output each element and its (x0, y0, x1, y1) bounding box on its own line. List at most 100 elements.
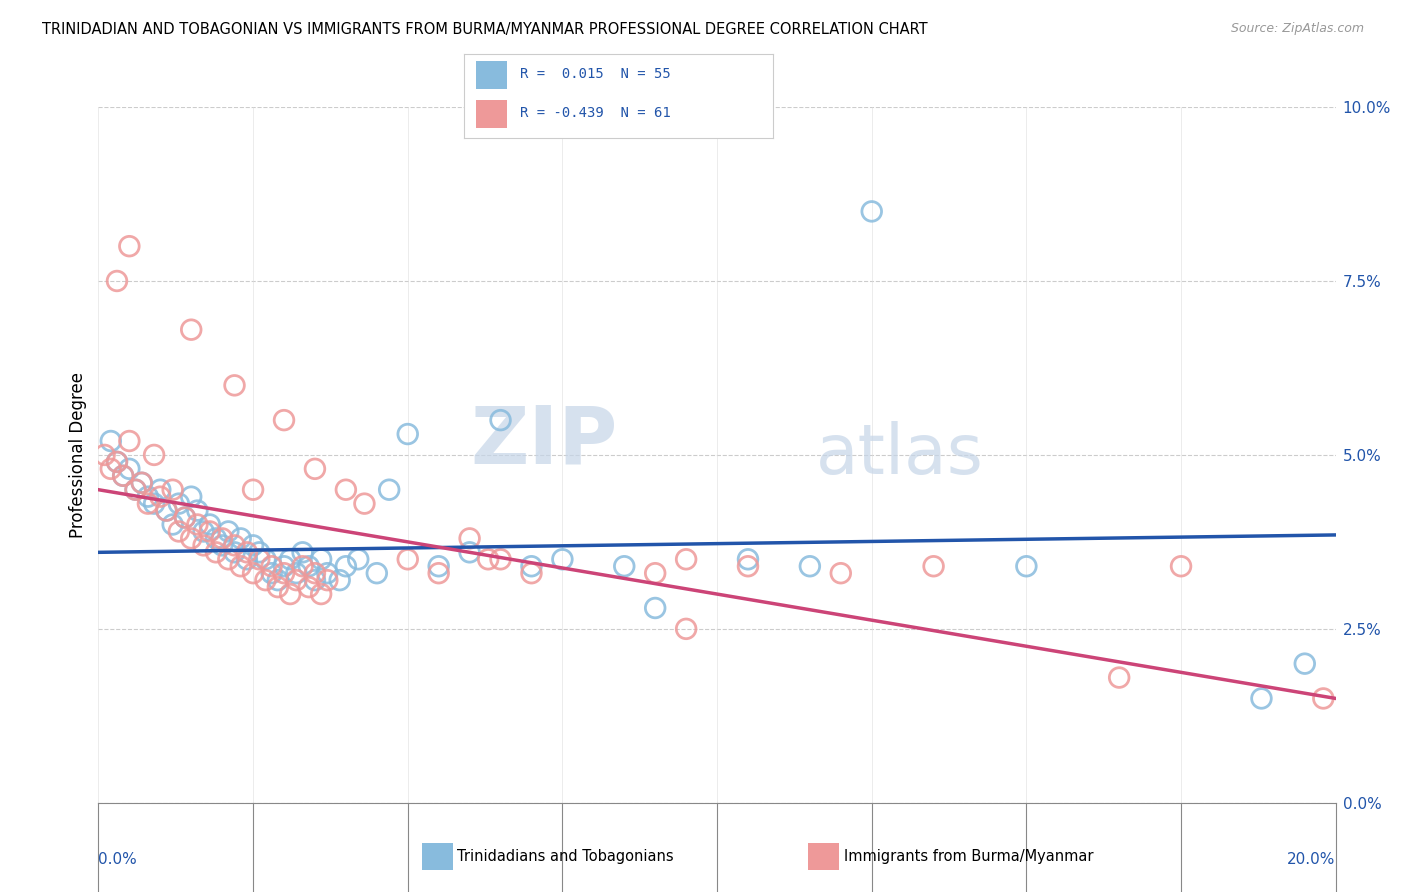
Point (458, 545, 481, 559)
Point (267, 573, 290, 587)
Point (922, 559, 945, 574)
Point (247, 552, 270, 566)
Point (316, 566, 339, 581)
Point (260, 566, 283, 581)
Point (285, 566, 308, 581)
Point (105, 455, 128, 469)
Point (198, 517, 221, 532)
Y-axis label: Professional Degree: Professional Degree (69, 372, 87, 538)
Point (100, 462, 122, 476)
Point (860, 204, 883, 219)
Point (1312, 691, 1334, 706)
Point (427, 559, 450, 574)
Text: 0.0%: 0.0% (98, 852, 138, 866)
Point (335, 483, 357, 497)
Point (229, 532, 252, 546)
Text: Trinidadians and Tobagonians: Trinidadians and Tobagonians (457, 849, 673, 863)
Point (520, 566, 543, 581)
Point (675, 622, 697, 636)
Point (1170, 559, 1192, 574)
Point (155, 503, 177, 517)
Point (167, 497, 190, 511)
Point (180, 323, 202, 337)
Point (242, 538, 264, 552)
Point (1015, 559, 1038, 574)
Point (143, 448, 166, 462)
Point (799, 559, 821, 574)
Point (396, 552, 419, 566)
Point (1294, 657, 1316, 671)
Point (273, 413, 295, 427)
Point (1250, 691, 1272, 706)
Point (613, 559, 636, 574)
Text: atlas: atlas (815, 421, 984, 489)
Point (217, 552, 239, 566)
Point (131, 475, 153, 490)
Point (211, 532, 233, 546)
Point (298, 580, 321, 594)
Point (112, 468, 135, 483)
Point (131, 475, 153, 490)
Point (236, 545, 259, 559)
Point (167, 524, 190, 539)
Point (675, 552, 697, 566)
Point (224, 545, 246, 559)
Text: Source: ZipAtlas.com: Source: ZipAtlas.com (1230, 22, 1364, 36)
Point (254, 573, 277, 587)
FancyBboxPatch shape (477, 62, 508, 89)
Point (273, 566, 295, 581)
Point (118, 462, 141, 476)
Point (477, 552, 499, 566)
Point (136, 497, 159, 511)
Point (291, 545, 314, 559)
Point (205, 532, 228, 546)
Point (304, 462, 326, 476)
Point (162, 483, 184, 497)
Point (329, 573, 352, 587)
Point (112, 468, 135, 483)
Point (180, 490, 202, 504)
Point (217, 524, 239, 539)
Point (309, 587, 332, 601)
Point (520, 559, 543, 574)
Point (105, 274, 128, 288)
Text: TRINIDADIAN AND TOBAGONIAN VS IMMIGRANTS FROM BURMA/MYANMAR PROFESSIONAL DEGREE : TRINIDADIAN AND TOBAGONIAN VS IMMIGRANTS… (42, 22, 928, 37)
Point (298, 559, 321, 574)
Point (124, 483, 146, 497)
Point (278, 552, 301, 566)
Point (1108, 671, 1130, 685)
Point (162, 517, 184, 532)
Point (186, 503, 208, 517)
Point (644, 601, 666, 615)
Point (396, 427, 419, 442)
Point (347, 552, 370, 566)
Point (100, 434, 122, 448)
Point (247, 545, 270, 559)
Point (254, 552, 277, 566)
Point (309, 552, 332, 566)
Point (124, 483, 146, 497)
Point (304, 566, 326, 581)
Point (229, 559, 252, 574)
Point (136, 490, 159, 504)
Point (489, 552, 512, 566)
Point (489, 413, 512, 427)
Text: R =  0.015  N = 55: R = 0.015 N = 55 (520, 67, 671, 81)
Point (174, 510, 197, 524)
FancyBboxPatch shape (477, 100, 508, 128)
Point (273, 559, 295, 574)
Point (105, 455, 128, 469)
Point (186, 517, 208, 532)
Text: 20.0%: 20.0% (1288, 852, 1336, 866)
Point (118, 434, 141, 448)
Text: Immigrants from Burma/Myanmar: Immigrants from Burma/Myanmar (844, 849, 1092, 863)
Point (174, 510, 197, 524)
Point (830, 566, 852, 581)
Point (260, 559, 283, 574)
Point (737, 559, 759, 574)
Point (180, 532, 202, 546)
Point (644, 566, 666, 581)
Point (285, 573, 308, 587)
Point (118, 239, 141, 253)
Point (149, 490, 172, 504)
